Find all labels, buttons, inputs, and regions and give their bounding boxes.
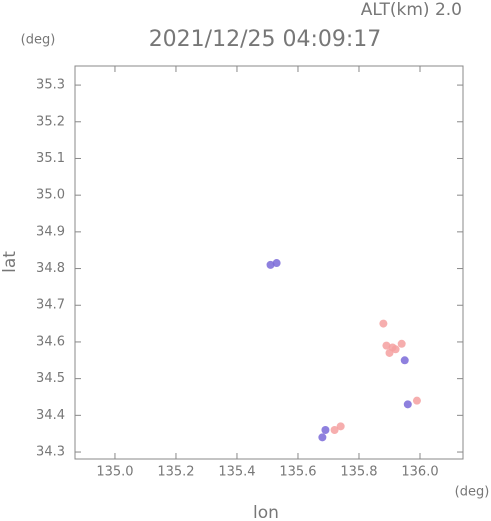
- y-tick-label: 34.7: [36, 298, 65, 313]
- chart-subtitle: ALT(km) 2.0: [361, 0, 462, 20]
- y-tick-label: 34.8: [36, 261, 65, 276]
- point: [321, 426, 330, 435]
- x-tick-label: 135.8: [340, 465, 377, 480]
- point: [379, 319, 388, 328]
- x-unit: (deg): [455, 485, 490, 500]
- x-tick-label: 135.0: [96, 465, 133, 480]
- point: [336, 422, 345, 431]
- point: [412, 396, 421, 405]
- y-tick-label: 35.1: [36, 151, 65, 166]
- x-tick-label: 135.4: [218, 465, 255, 480]
- y-tick-label: 34.5: [36, 371, 65, 386]
- y-tick-label: 34.3: [36, 445, 65, 460]
- y-unit: (deg): [21, 33, 56, 48]
- x-tick-label: 135.2: [157, 465, 194, 480]
- x-axis-label: lon: [253, 503, 279, 521]
- point: [403, 400, 412, 409]
- plot-frame: [74, 65, 464, 460]
- x-tick-label: 135.6: [279, 465, 316, 480]
- point: [397, 339, 406, 348]
- point: [382, 341, 391, 350]
- point: [318, 433, 327, 442]
- y-tick-label: 35.2: [36, 114, 65, 129]
- chart-title: 2021/12/25 04:09:17: [149, 27, 382, 52]
- y-tick-label: 34.9: [36, 224, 65, 239]
- x-tick-label: 136.0: [401, 465, 438, 480]
- y-axis-label: lat: [0, 251, 20, 273]
- point: [266, 260, 275, 269]
- y-tick-label: 35.3: [36, 78, 65, 93]
- point: [272, 259, 281, 268]
- y-tick-label: 34.6: [36, 334, 65, 349]
- point: [330, 426, 339, 435]
- point: [391, 345, 400, 354]
- y-tick-label: 35.0: [36, 188, 65, 203]
- point: [400, 356, 409, 365]
- point: [385, 348, 394, 357]
- y-tick-label: 34.4: [36, 408, 65, 423]
